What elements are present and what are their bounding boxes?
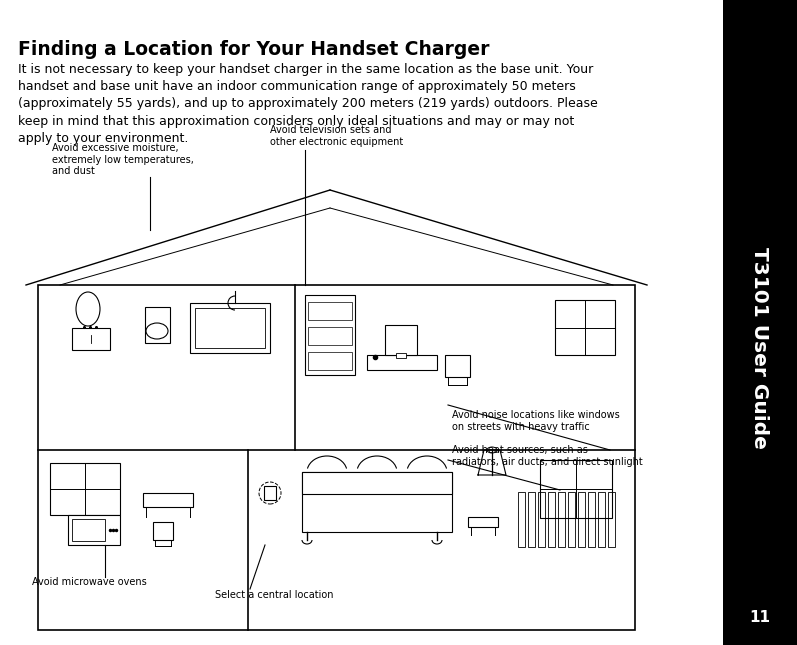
Bar: [308, 327, 352, 345]
Bar: [50, 463, 120, 515]
Bar: [302, 472, 452, 494]
Bar: [302, 472, 452, 532]
Bar: [598, 492, 605, 547]
Bar: [143, 493, 193, 507]
Bar: [608, 492, 615, 547]
Text: Finding a Location for Your Handset Charger: Finding a Location for Your Handset Char…: [18, 40, 489, 59]
Text: Avoid microwave ovens: Avoid microwave ovens: [32, 577, 147, 587]
Bar: [72, 519, 105, 541]
Text: Avoid noise locations like windows
on streets with heavy traffic: Avoid noise locations like windows on st…: [452, 410, 620, 432]
Bar: [555, 300, 615, 355]
Bar: [308, 352, 352, 370]
Text: Avoid television sets and
other electronic equipment: Avoid television sets and other electron…: [270, 125, 403, 146]
Bar: [190, 303, 270, 353]
Bar: [38, 285, 635, 630]
Bar: [264, 486, 276, 500]
Bar: [558, 492, 565, 547]
Text: T3101 User Guide: T3101 User Guide: [751, 248, 769, 449]
Bar: [153, 522, 173, 540]
Bar: [145, 307, 170, 343]
Bar: [588, 492, 595, 547]
Bar: [445, 355, 470, 377]
Text: Avoid excessive moisture,
extremely low temperatures,
and dust: Avoid excessive moisture, extremely low …: [52, 143, 194, 176]
Bar: [568, 492, 575, 547]
Bar: [68, 515, 120, 545]
Bar: [72, 328, 110, 350]
Bar: [396, 353, 406, 358]
Text: Avoid heat sources, such as
radiators, air ducts, and direct sunlight: Avoid heat sources, such as radiators, a…: [452, 445, 642, 466]
Bar: [723, 0, 797, 645]
Bar: [528, 492, 535, 547]
Bar: [195, 308, 265, 348]
Bar: [538, 492, 545, 547]
Bar: [540, 460, 612, 518]
Ellipse shape: [146, 323, 168, 339]
Bar: [518, 492, 525, 547]
Text: Select a central location: Select a central location: [215, 590, 333, 600]
Bar: [305, 295, 355, 375]
Bar: [385, 325, 417, 355]
Text: It is not necessary to keep your handset charger in the same location as the bas: It is not necessary to keep your handset…: [18, 63, 598, 144]
Bar: [548, 492, 555, 547]
Bar: [578, 492, 585, 547]
Text: 11: 11: [749, 610, 771, 624]
Bar: [468, 517, 498, 527]
Bar: [367, 355, 437, 370]
Bar: [308, 302, 352, 320]
